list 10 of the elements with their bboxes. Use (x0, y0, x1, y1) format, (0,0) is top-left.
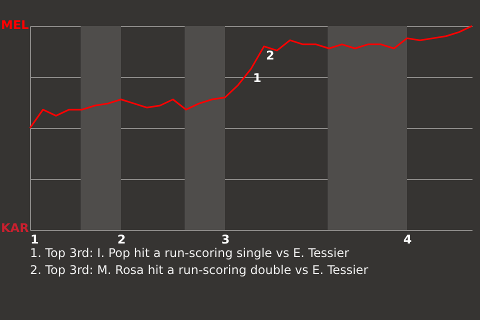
text: 2. Top 3rd: M. Rosa hit a run-scoring double vs E. Tessier (30, 262, 368, 279)
x-tick-label: 2 (117, 232, 126, 246)
x-tick-label: 4 (403, 232, 412, 246)
x-tick-label: 3 (221, 232, 230, 246)
annotation: 1 (253, 70, 262, 85)
text: KAR (1, 221, 29, 235)
x-tick-label: 1 (30, 232, 39, 246)
annotation: 2 (266, 48, 274, 62)
text: 1. Top 3rd: I. Pop hit a run-scoring single vs E. Tessier (30, 245, 350, 262)
text: MEL (1, 18, 29, 32)
